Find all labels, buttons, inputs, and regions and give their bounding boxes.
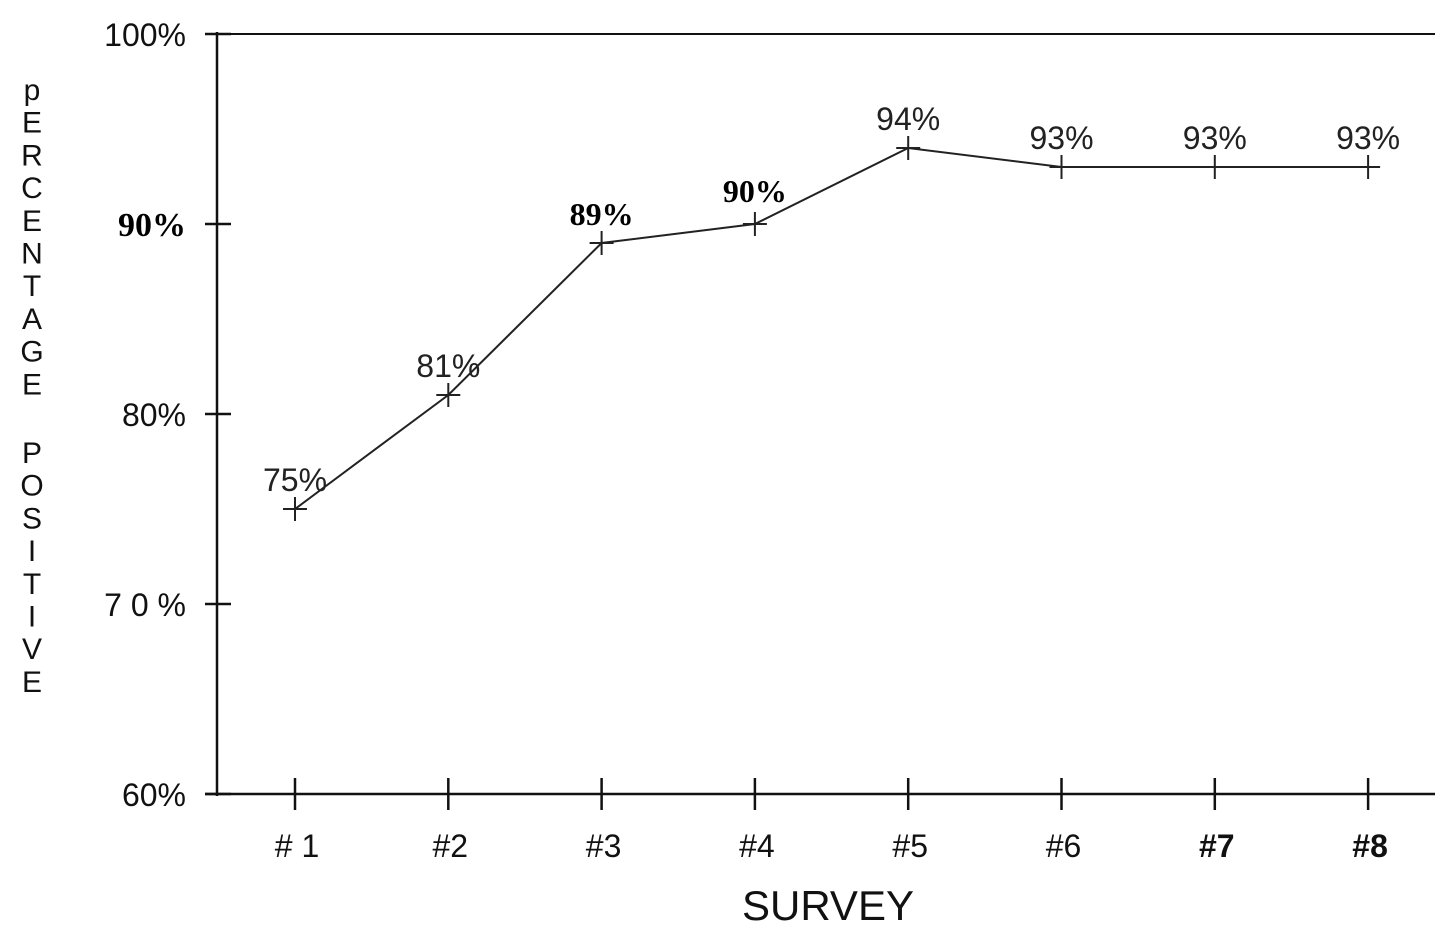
data-label: 75% <box>263 462 327 498</box>
y-axis-title-letter: O <box>20 470 43 503</box>
y-axis-title-letter: E <box>22 666 42 699</box>
data-point-marker <box>1049 155 1074 179</box>
plot-frame <box>205 32 1435 796</box>
data-label: 89% <box>570 196 634 232</box>
y-axis-title-letter: E <box>22 368 42 401</box>
data-point-marker <box>283 497 307 521</box>
y-tick-label: 60% <box>122 777 186 813</box>
data-point-marker <box>742 212 767 236</box>
y-axis-title-letter: N <box>21 238 43 271</box>
series-layer <box>283 136 1381 521</box>
data-label: 93% <box>1336 120 1400 156</box>
data-point-marker <box>436 383 461 407</box>
y-axis-title-letter: S <box>22 502 42 535</box>
data-point-marker <box>589 231 614 255</box>
x-tick-label: #4 <box>739 828 775 864</box>
y-axis-ticks: 100% 90% 80% 7 0 % 60% <box>104 17 231 813</box>
data-label: 90% <box>723 173 787 209</box>
x-tick-label: #2 <box>433 828 469 864</box>
y-axis-title-letter: P <box>22 437 42 470</box>
y-axis-title-letter: T <box>23 568 41 601</box>
y-tick-label: 100% <box>104 17 186 53</box>
y-tick-label: 80% <box>122 397 186 433</box>
y-axis-title-letter: A <box>22 303 42 336</box>
y-axis-title-letter: I <box>28 601 36 634</box>
data-label: 93% <box>1183 120 1247 156</box>
y-axis-title-letter: C <box>21 172 43 205</box>
y-tick-label: 7 0 % <box>104 587 186 623</box>
data-label: 81% <box>416 348 480 384</box>
data-label: 93% <box>1029 120 1093 156</box>
x-tick-label: #5 <box>892 828 928 864</box>
x-tick-label: #6 <box>1046 828 1082 864</box>
x-tick-label: #7 <box>1199 828 1235 864</box>
y-axis-title-letter: T <box>23 270 41 303</box>
y-axis-title-letter: p <box>24 74 41 107</box>
x-tick-label: #3 <box>586 828 622 864</box>
data-point-marker <box>896 136 921 160</box>
y-axis-title-letter: I <box>28 535 36 568</box>
y-axis-title-letter: R <box>21 139 43 172</box>
y-axis-title-letter: G <box>20 336 43 369</box>
data-point-marker <box>1202 155 1227 179</box>
data-labels: 75% 81% 89% 90% 94% 93% 93% 93% <box>263 101 1400 498</box>
x-axis-ticks: # 1 #2 #3 #4 #5 #6 #7 #8 <box>275 778 1388 864</box>
y-tick-label: 90% <box>118 207 186 244</box>
data-label: 94% <box>876 101 940 137</box>
y-axis-title-letter: E <box>22 205 42 238</box>
series-line <box>294 146 1369 510</box>
x-axis-title: SURVEY <box>742 882 914 928</box>
data-point-marker <box>1356 155 1381 179</box>
y-axis-title-letter: E <box>22 107 42 140</box>
x-tick-label: # 1 <box>275 828 319 864</box>
y-axis-title-letter: V <box>22 633 42 666</box>
x-tick-label: #8 <box>1352 828 1388 864</box>
